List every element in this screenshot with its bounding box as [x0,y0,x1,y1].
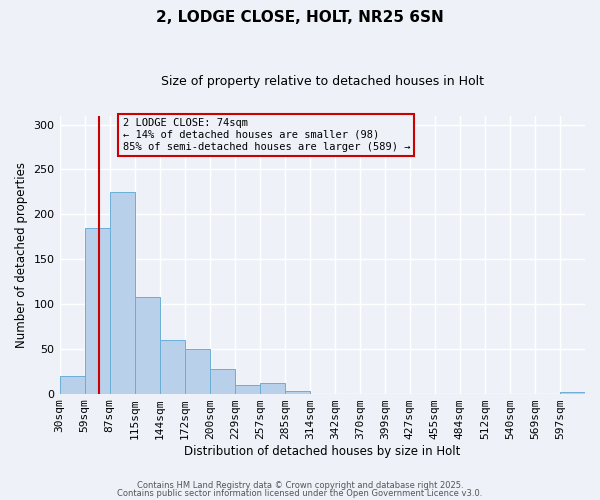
Bar [260,383,285,394]
Bar [134,296,160,394]
Bar [110,192,134,394]
Title: Size of property relative to detached houses in Holt: Size of property relative to detached ho… [161,75,484,88]
Bar [235,384,260,394]
Text: 2, LODGE CLOSE, HOLT, NR25 6SN: 2, LODGE CLOSE, HOLT, NR25 6SN [156,10,444,25]
Y-axis label: Number of detached properties: Number of detached properties [15,162,28,348]
Text: 2 LODGE CLOSE: 74sqm
← 14% of detached houses are smaller (98)
85% of semi-detac: 2 LODGE CLOSE: 74sqm ← 14% of detached h… [122,118,410,152]
Bar [285,391,310,394]
Bar [185,348,209,394]
Text: Contains public sector information licensed under the Open Government Licence v3: Contains public sector information licen… [118,488,482,498]
Bar [160,340,185,394]
Bar [59,376,85,394]
Bar [85,228,110,394]
X-axis label: Distribution of detached houses by size in Holt: Distribution of detached houses by size … [184,444,460,458]
Bar [560,392,585,394]
Bar [209,370,235,394]
Text: Contains HM Land Registry data © Crown copyright and database right 2025.: Contains HM Land Registry data © Crown c… [137,481,463,490]
